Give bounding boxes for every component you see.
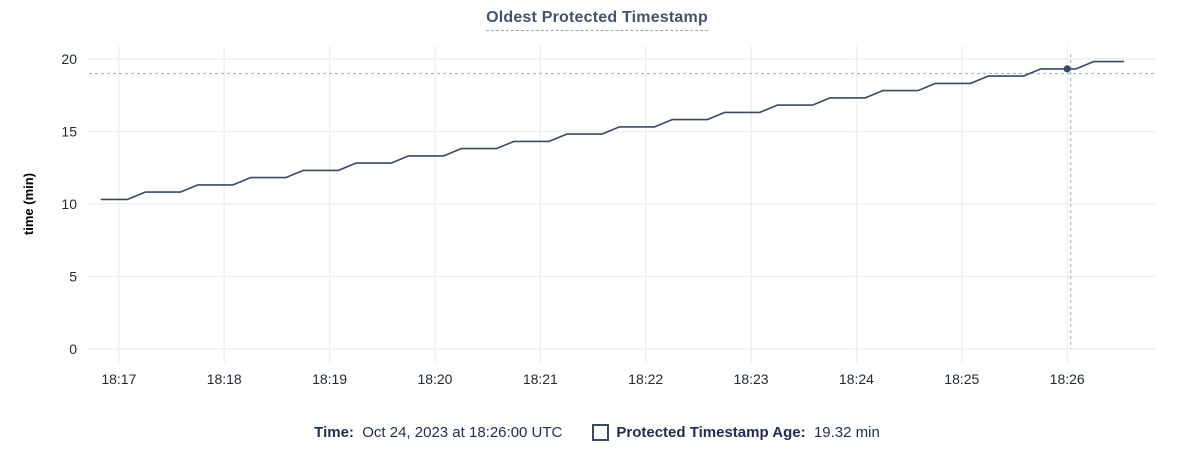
legend-spacer <box>354 424 362 441</box>
y-gridlines <box>88 58 1155 350</box>
series-checkbox[interactable] <box>592 423 610 441</box>
x-tick-labels: 18:17 18:18 18:19 18:20 18:21 18:22 18:23 18:24… <box>101 371 1085 387</box>
legend-spacer <box>806 424 814 441</box>
legend-series-label: Protected Timestamp Age: <box>616 423 806 441</box>
x-tick-label: 18:19 <box>312 371 347 387</box>
x-tick-label: 18:26 <box>1050 371 1085 387</box>
x-tick-label: 18:23 <box>734 371 769 387</box>
legend-series-item[interactable]: Protected Timestamp Age: 19.32 min <box>592 423 880 441</box>
y-tick-label: 15 <box>61 124 77 140</box>
x-tick-label: 18:25 <box>944 371 979 387</box>
y-tick-labels: 0 5 10 15 20 <box>61 51 77 357</box>
x-tick-label: 18:24 <box>839 371 874 387</box>
legend-time-value: Oct 24, 2023 at 18:26:00 UTC <box>362 423 563 441</box>
hover-crosshair <box>89 54 1155 349</box>
y-tick-label: 10 <box>61 196 77 212</box>
chart-title-row: Oldest Protected Timestamp <box>0 9 1194 31</box>
y-axis-label: time (min) <box>21 173 36 235</box>
x-tick-label: 18:21 <box>523 371 558 387</box>
legend-series-value: 19.32 min <box>813 423 880 441</box>
legend-time-label: Time: <box>314 423 354 441</box>
x-tick-label: 18:18 <box>207 371 242 387</box>
x-tick-label: 18:22 <box>628 371 663 387</box>
series-line <box>100 60 1125 201</box>
x-tick-label: 18:17 <box>101 371 136 387</box>
y-tick-label: 0 <box>69 341 77 357</box>
y-tick-label: 5 <box>69 269 77 285</box>
hover-point-dot <box>1063 65 1071 73</box>
x-gridlines <box>118 46 1068 363</box>
chart-title[interactable]: Oldest Protected Timestamp <box>486 9 708 31</box>
x-tick-label: 18:20 <box>417 371 452 387</box>
y-tick-label: 20 <box>61 51 77 67</box>
legend-time-group: Time: Oct 24, 2023 at 18:26:00 UTC <box>314 424 562 441</box>
chart-legend: Time: Oct 24, 2023 at 18:26:00 UTC Prote… <box>0 419 1194 445</box>
